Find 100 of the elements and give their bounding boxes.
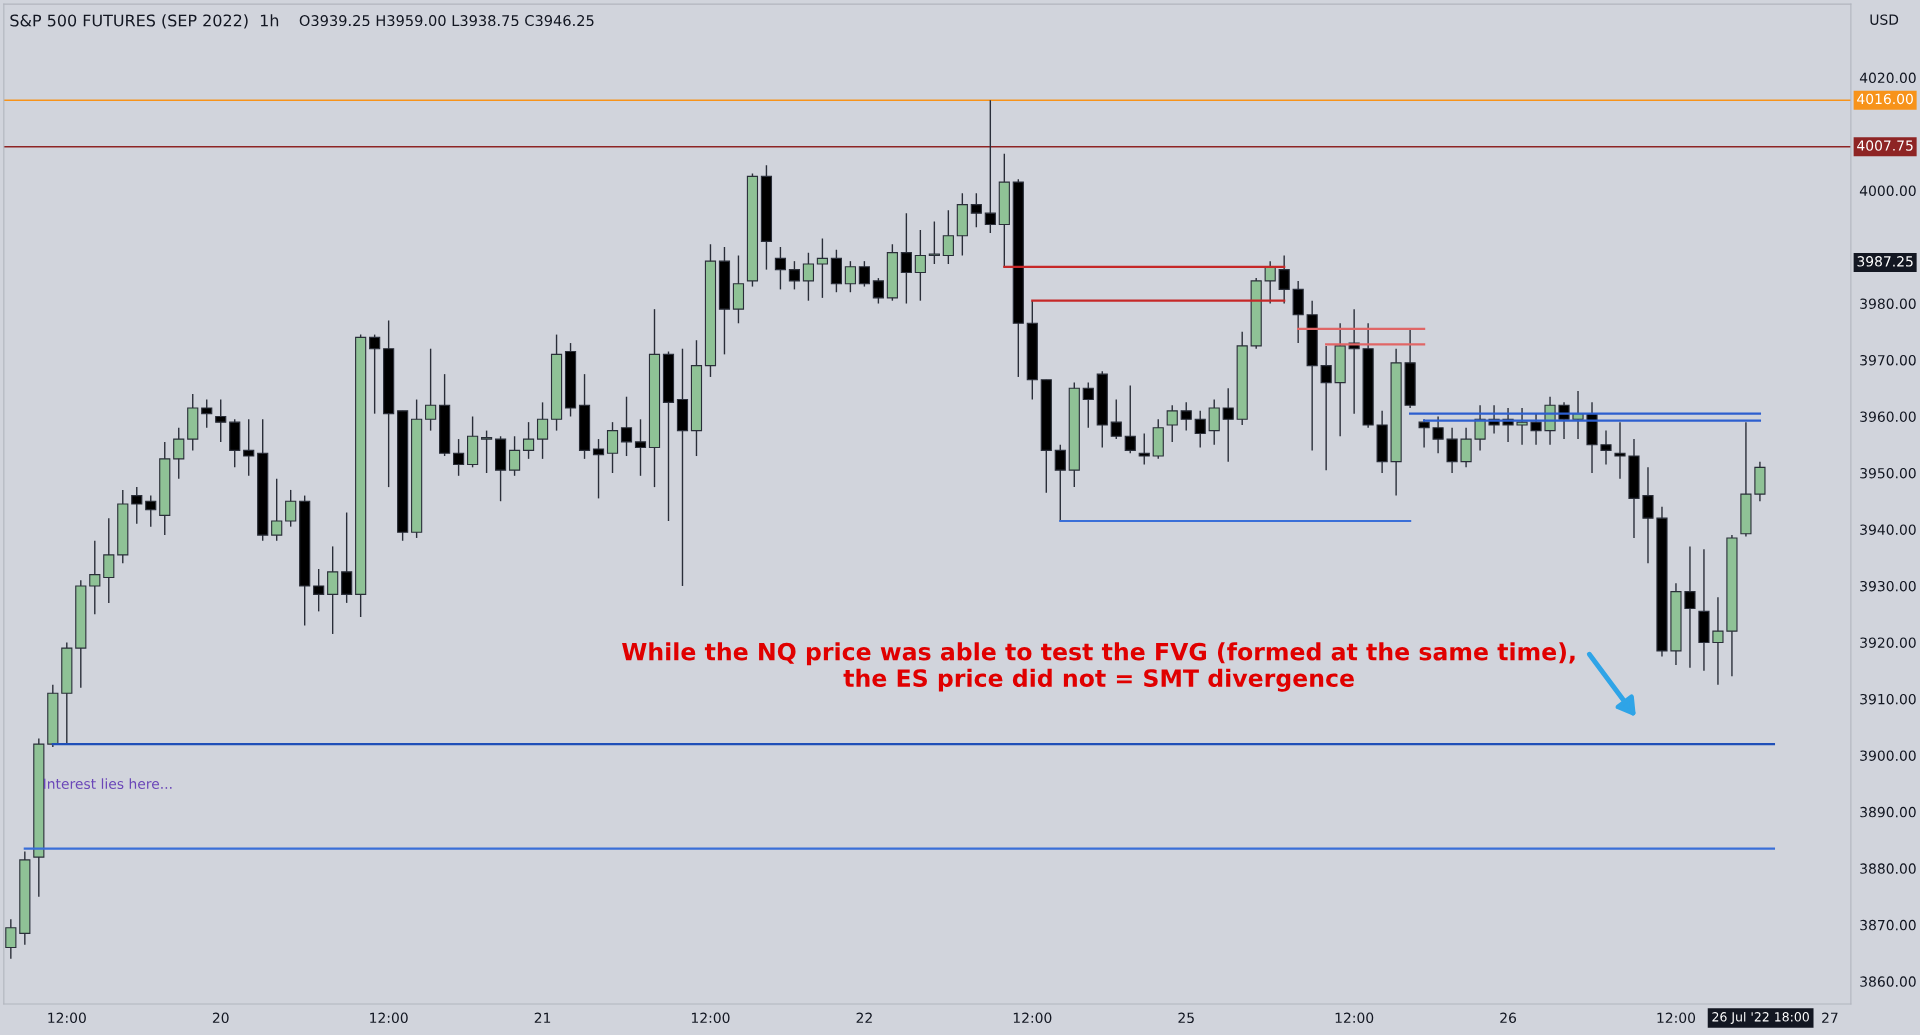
candlestick — [480, 429, 493, 474]
candlestick — [1194, 410, 1206, 449]
y-tick-label: 3960.00 — [1860, 411, 1916, 422]
candlestick — [327, 545, 339, 635]
candlestick — [816, 237, 829, 299]
candlestick — [606, 421, 619, 474]
x-tick-label: 12:00 — [1335, 1012, 1374, 1024]
candlestick — [1264, 260, 1276, 305]
annotation: Interest lies here... — [43, 778, 172, 790]
y-tick-label: 3950.00 — [1860, 467, 1916, 479]
candlestick — [1642, 466, 1654, 565]
candlestick — [984, 99, 996, 234]
x-tick-label: 12:00 — [1013, 1012, 1052, 1024]
y-tick-label: 4020.00 — [1859, 72, 1916, 84]
candlestick — [1460, 427, 1472, 469]
x-tick-label: 12:00 — [48, 1012, 86, 1024]
y-tick-label: 3860.00 — [1860, 976, 1916, 987]
candlestick — [508, 435, 521, 477]
x-tick-label: 27 — [1822, 1012, 1838, 1023]
candlestick — [1222, 387, 1234, 463]
y-tick-label: 4000.00 — [1859, 185, 1916, 197]
candlestick — [1446, 427, 1458, 474]
text: 26 Jul '22 18:00 — [1712, 1011, 1809, 1024]
y-tick-label: 3900.00 — [1860, 750, 1916, 761]
candlestick — [844, 260, 856, 293]
candlestick — [425, 348, 437, 432]
x-tick-label: 25 — [1178, 1012, 1194, 1024]
candlestick — [1614, 421, 1626, 480]
x-tick-label: 20 — [212, 1012, 229, 1024]
candlestick — [1530, 412, 1542, 446]
ref-line-label: 4016.00 — [1857, 93, 1913, 105]
candlestick — [89, 540, 101, 615]
x-tick-label: 12:00 — [370, 1012, 408, 1024]
y-tick-label: 3920.00 — [1860, 637, 1916, 648]
candlestick — [201, 398, 213, 429]
candlestick — [900, 212, 912, 305]
candlestick — [1110, 398, 1122, 440]
y-tick-label: 3980.00 — [1860, 298, 1916, 309]
y-axis-title: USD — [1870, 14, 1899, 25]
candlestick — [1124, 384, 1136, 454]
candlestick — [1432, 415, 1444, 454]
candlestick — [271, 477, 283, 542]
candlestick — [173, 427, 185, 480]
candlestick — [858, 260, 870, 288]
candlestick — [928, 220, 940, 265]
x-tick-label: 12:00 — [1657, 1012, 1696, 1024]
candlestick — [1180, 401, 1192, 432]
candlestick — [774, 246, 787, 291]
candlestick — [1166, 404, 1178, 443]
y-tick-label: 3970.00 — [1860, 354, 1916, 366]
candlestick — [1712, 596, 1724, 686]
x-tick-label: 26 — [1500, 1012, 1517, 1024]
candlestick — [942, 209, 954, 265]
candlestick — [788, 260, 801, 291]
y-tick-label: 3940.00 — [1860, 524, 1916, 535]
candlestick — [285, 489, 297, 528]
text: 3987.25 — [1857, 256, 1913, 267]
candlestick — [1082, 381, 1094, 429]
y-tick-label: 3910.00 — [1860, 693, 1916, 705]
candlestick — [1320, 345, 1332, 471]
candlestick — [620, 396, 633, 457]
candlestick — [313, 568, 325, 613]
candlestick — [1684, 545, 1696, 669]
candlestick — [215, 398, 227, 443]
x-tick-label: 22 — [856, 1012, 872, 1023]
candlestick — [1208, 398, 1220, 446]
candlestick — [1474, 404, 1486, 452]
annotation: While the NQ price was able to test the FVG (formed at the same time), the ES price did not = SMT divergence — [622, 642, 1575, 692]
candlestick — [872, 277, 884, 305]
candlestick — [453, 438, 465, 477]
candlestick — [592, 438, 605, 500]
candlestick — [341, 511, 353, 604]
text: O3939.25 H3959.00 L3938.75 C3946.25 — [299, 15, 594, 27]
x-tick-label: 12:00 — [691, 1012, 730, 1024]
y-tick-label: 3890.00 — [1860, 806, 1916, 818]
candlestick — [243, 418, 255, 477]
text: S&P 500 FUTURES (SEP 2022) 1h — [10, 14, 279, 29]
candlestick — [1054, 444, 1066, 522]
candlestick — [634, 418, 647, 477]
candlestick — [1558, 401, 1570, 440]
candlestick — [1516, 407, 1528, 446]
candlestick — [970, 192, 982, 228]
candlestick — [1600, 429, 1612, 466]
ref-line-label: 4007.75 — [1857, 140, 1913, 151]
candlestick — [1278, 254, 1290, 305]
y-tick-label: 3880.00 — [1860, 863, 1916, 874]
y-tick-label: 3870.00 — [1860, 919, 1916, 931]
candlestick — [802, 251, 815, 302]
candlestick — [5, 918, 17, 960]
candlestick — [369, 333, 381, 415]
y-tick-label: 3930.00 — [1860, 580, 1916, 592]
candlestick — [914, 229, 926, 302]
candlestick — [103, 517, 115, 604]
candlestick — [522, 421, 535, 460]
candlestick — [1418, 418, 1430, 449]
candlestick — [536, 401, 549, 460]
candlestick — [1138, 432, 1150, 466]
x-tick-label: 21 — [534, 1012, 551, 1023]
candlestick — [145, 494, 157, 528]
candlestick — [131, 486, 143, 525]
